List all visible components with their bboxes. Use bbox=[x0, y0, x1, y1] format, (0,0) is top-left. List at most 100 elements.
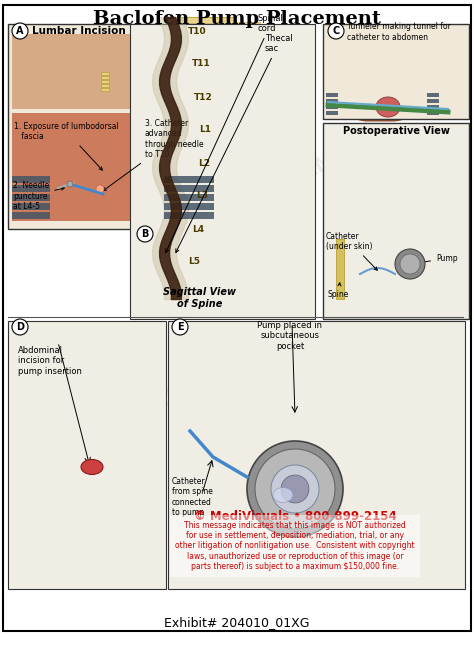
Bar bbox=[8, 24, 218, 229]
Bar bbox=[12, 113, 214, 221]
Polygon shape bbox=[352, 98, 413, 116]
Polygon shape bbox=[182, 83, 242, 111]
Ellipse shape bbox=[299, 415, 319, 452]
Bar bbox=[164, 203, 214, 210]
Polygon shape bbox=[175, 17, 235, 45]
Circle shape bbox=[12, 319, 28, 335]
Bar bbox=[101, 84, 109, 87]
Bar bbox=[168, 321, 465, 589]
Bar bbox=[12, 203, 50, 210]
Polygon shape bbox=[338, 206, 417, 311]
Circle shape bbox=[67, 181, 73, 187]
Text: E: E bbox=[177, 322, 183, 332]
Polygon shape bbox=[179, 78, 239, 83]
Polygon shape bbox=[80, 177, 130, 201]
Polygon shape bbox=[180, 182, 240, 210]
Circle shape bbox=[96, 185, 104, 193]
Circle shape bbox=[271, 465, 319, 513]
Bar bbox=[101, 80, 109, 83]
Bar bbox=[427, 105, 439, 109]
Text: Spine: Spine bbox=[328, 283, 349, 299]
Bar bbox=[235, 22, 260, 40]
Bar bbox=[239, 55, 264, 73]
Bar bbox=[326, 111, 338, 115]
Polygon shape bbox=[180, 210, 240, 215]
Ellipse shape bbox=[75, 33, 135, 53]
Polygon shape bbox=[176, 243, 236, 248]
Bar bbox=[101, 88, 109, 91]
Bar bbox=[427, 93, 439, 97]
Text: Lumbar Incision: Lumbar Incision bbox=[32, 26, 126, 36]
Circle shape bbox=[400, 254, 420, 274]
Circle shape bbox=[172, 319, 188, 335]
Bar bbox=[12, 212, 50, 219]
Ellipse shape bbox=[299, 530, 319, 567]
Ellipse shape bbox=[66, 386, 102, 428]
Ellipse shape bbox=[396, 223, 414, 235]
Polygon shape bbox=[183, 144, 243, 149]
Ellipse shape bbox=[200, 459, 236, 483]
Polygon shape bbox=[60, 37, 160, 91]
Bar bbox=[164, 212, 214, 219]
Text: Pump: Pump bbox=[414, 254, 457, 265]
Polygon shape bbox=[182, 177, 242, 182]
Text: D: D bbox=[16, 322, 24, 332]
Bar bbox=[236, 220, 261, 238]
Text: Exhibit# 204010_01XG: Exhibit# 204010_01XG bbox=[164, 617, 310, 630]
Polygon shape bbox=[174, 412, 418, 577]
Bar bbox=[101, 76, 109, 79]
Ellipse shape bbox=[358, 481, 396, 501]
Bar bbox=[323, 24, 469, 119]
Bar bbox=[164, 185, 214, 192]
Text: SAMPLE: SAMPLE bbox=[94, 382, 186, 447]
Bar bbox=[12, 34, 214, 109]
Ellipse shape bbox=[200, 500, 236, 522]
Text: L4: L4 bbox=[192, 225, 204, 234]
Circle shape bbox=[281, 475, 309, 503]
Polygon shape bbox=[196, 436, 393, 557]
Bar bbox=[243, 121, 268, 139]
Circle shape bbox=[12, 23, 28, 39]
Text: A: A bbox=[16, 26, 24, 36]
Ellipse shape bbox=[376, 97, 400, 117]
Text: 2. Needle
puncture
at L4-5: 2. Needle puncture at L4-5 bbox=[13, 181, 64, 211]
Bar bbox=[326, 99, 338, 103]
Polygon shape bbox=[182, 149, 242, 177]
Polygon shape bbox=[44, 415, 124, 581]
Text: Thecal
sac: Thecal sac bbox=[176, 34, 293, 252]
Polygon shape bbox=[96, 435, 131, 452]
Polygon shape bbox=[179, 50, 239, 78]
Bar bbox=[326, 93, 338, 97]
Ellipse shape bbox=[241, 424, 267, 458]
Polygon shape bbox=[182, 111, 242, 116]
Ellipse shape bbox=[365, 184, 395, 218]
Bar bbox=[242, 154, 267, 172]
Text: Baclofen Pump Placement: Baclofen Pump Placement bbox=[93, 10, 381, 28]
Circle shape bbox=[247, 441, 343, 537]
Text: SAMPLE: SAMPLE bbox=[284, 127, 376, 191]
Polygon shape bbox=[95, 74, 115, 97]
Bar bbox=[326, 105, 338, 109]
Polygon shape bbox=[48, 521, 72, 549]
Text: L1: L1 bbox=[199, 125, 211, 134]
Text: C: C bbox=[332, 26, 340, 36]
Text: Pump placed in
subcutaneous
pocket: Pump placed in subcutaneous pocket bbox=[257, 321, 322, 351]
Ellipse shape bbox=[342, 514, 374, 543]
Text: This message indicates that this image is NOT authorized
for use in settlement, : This message indicates that this image i… bbox=[175, 520, 415, 571]
Ellipse shape bbox=[273, 487, 293, 502]
Text: B: B bbox=[141, 229, 149, 239]
Polygon shape bbox=[175, 45, 235, 50]
Text: SAMPLE: SAMPLE bbox=[64, 62, 156, 127]
Bar bbox=[240, 187, 265, 205]
Bar bbox=[232, 253, 257, 271]
Circle shape bbox=[137, 226, 153, 242]
Bar bbox=[427, 99, 439, 103]
Bar bbox=[164, 194, 214, 201]
Circle shape bbox=[328, 23, 344, 39]
Text: Spinal
cord: Spinal cord bbox=[165, 14, 284, 252]
Text: L3: L3 bbox=[196, 191, 208, 201]
Text: T10: T10 bbox=[188, 27, 206, 36]
Text: Postoperative View: Postoperative View bbox=[343, 126, 449, 136]
Polygon shape bbox=[172, 248, 232, 276]
Text: T12: T12 bbox=[194, 93, 213, 101]
